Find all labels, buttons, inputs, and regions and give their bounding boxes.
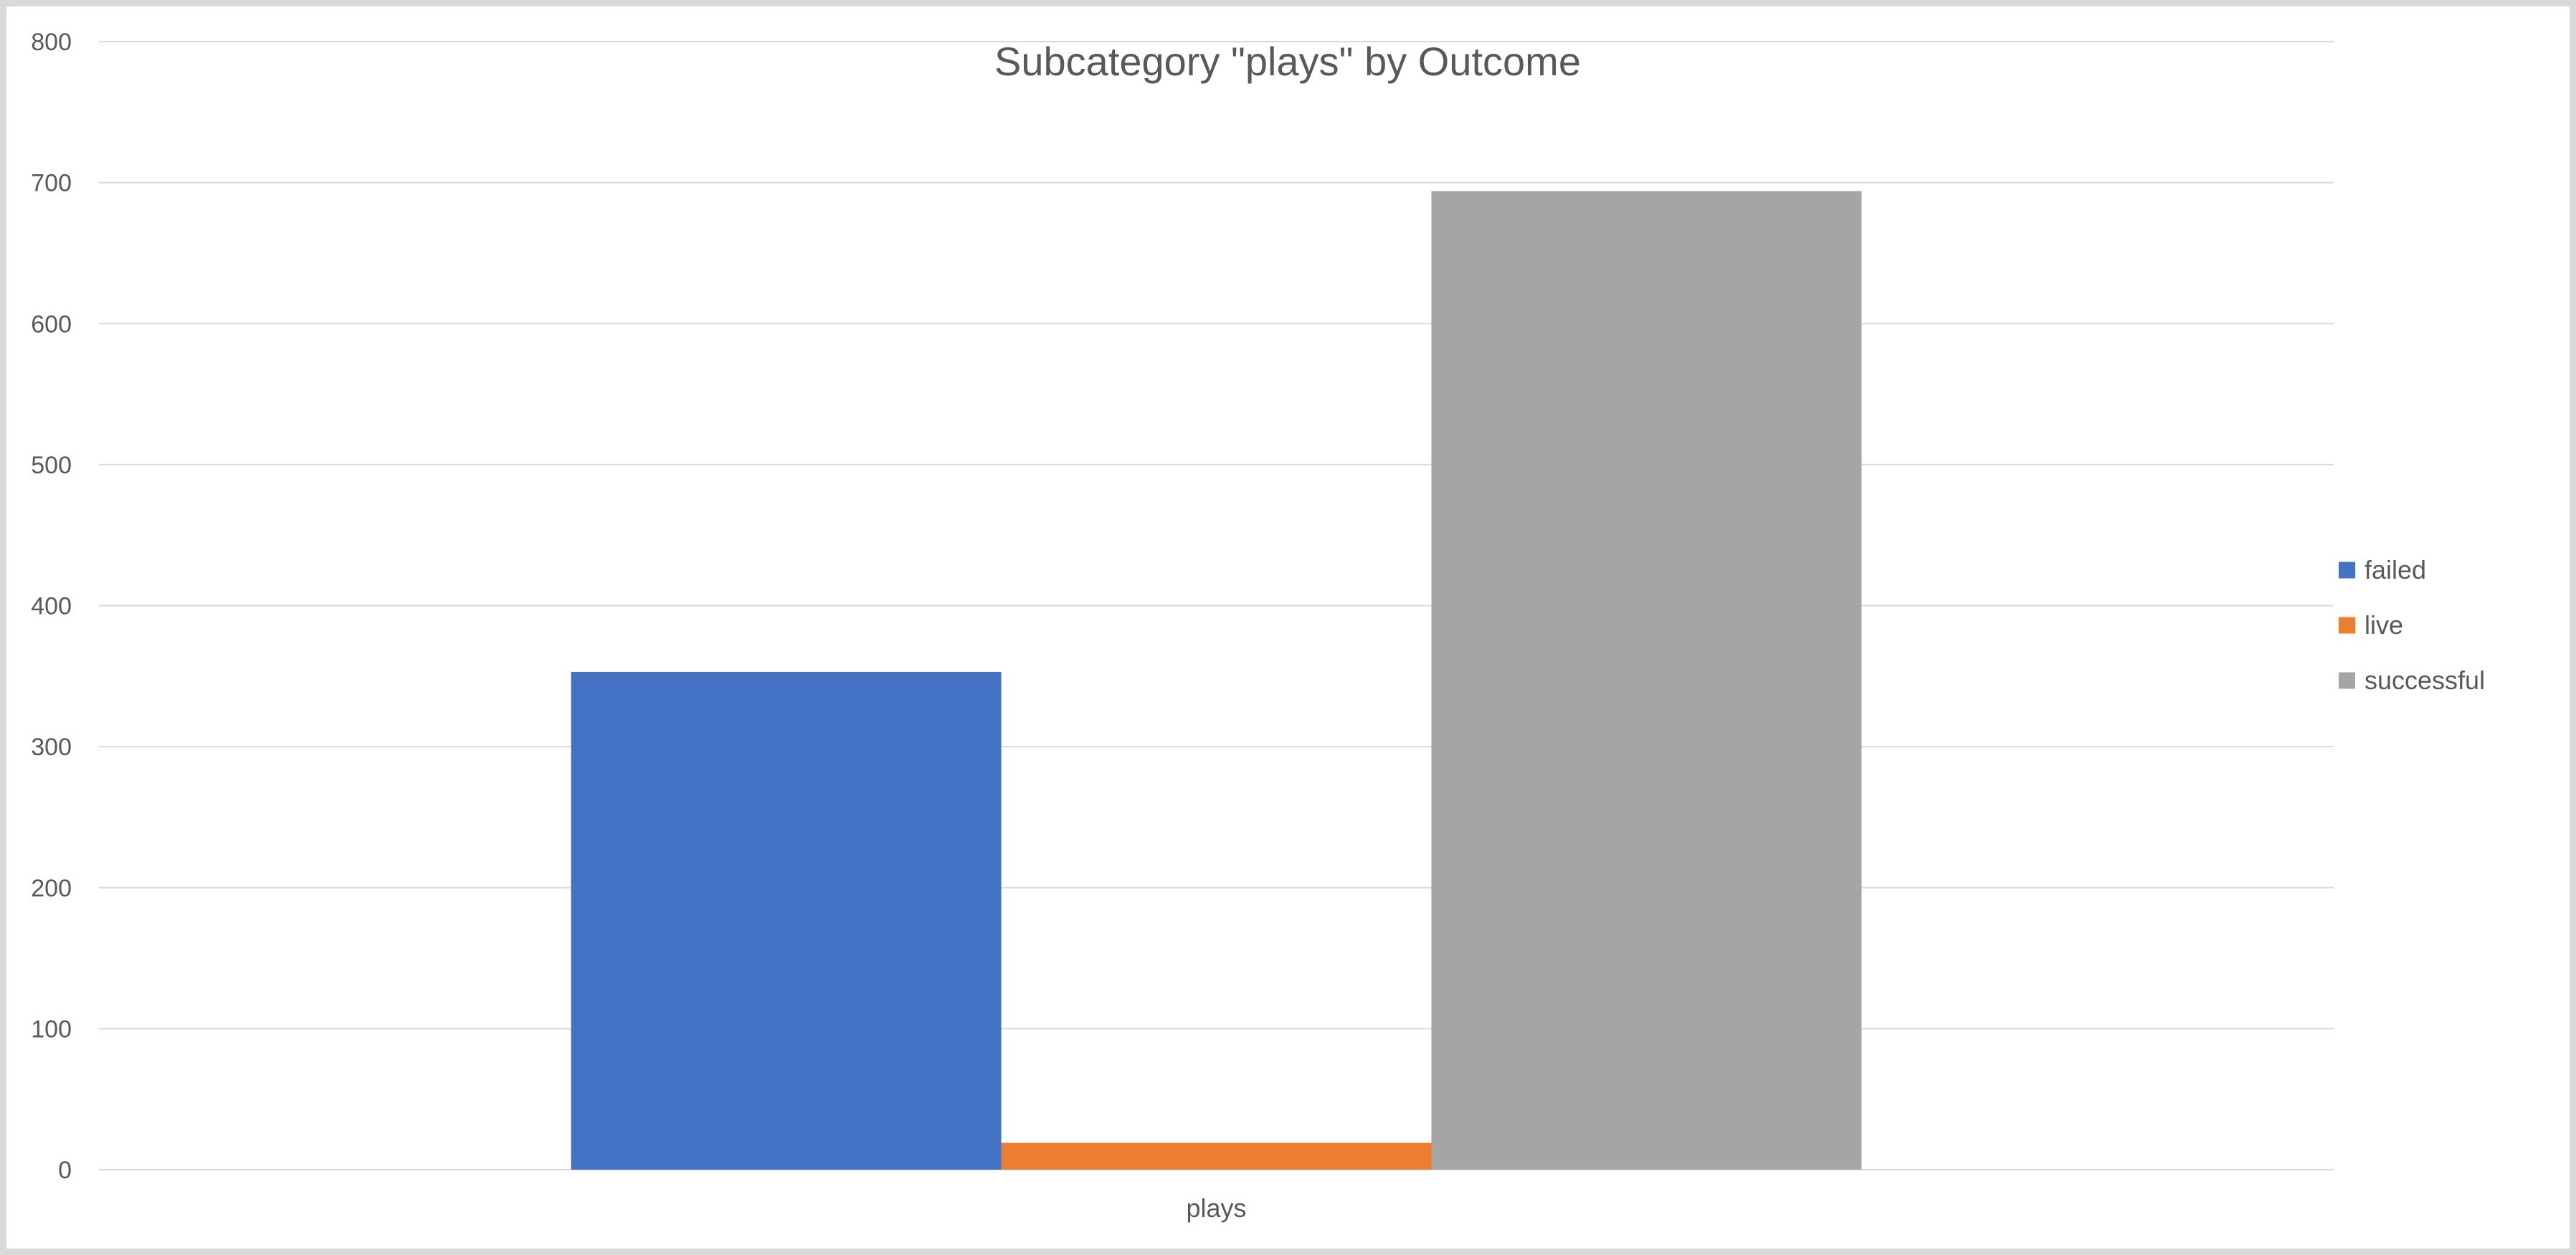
y-tick-label: 100 — [31, 1015, 72, 1043]
legend-label: successful — [2364, 666, 2485, 695]
chart-title: Subcategory "plays" by Outcome — [994, 39, 1581, 84]
bar-failed — [571, 671, 1002, 1170]
y-axis-ticks: 0 100 200 300 400 500 600 700 800 — [31, 29, 72, 1184]
legend-swatch-successful — [2339, 672, 2355, 689]
legend-label: live — [2364, 610, 2403, 640]
legend-swatch-failed — [2339, 562, 2355, 579]
gridlines — [99, 41, 2334, 1170]
legend-label: failed — [2364, 555, 2426, 584]
y-tick-label: 200 — [31, 875, 72, 902]
bar-successful — [1431, 191, 1862, 1170]
y-tick-label: 800 — [31, 29, 72, 56]
y-tick-label: 500 — [31, 452, 72, 479]
legend-swatch-live — [2339, 617, 2355, 634]
y-tick-label: 400 — [31, 593, 72, 620]
legend: failed live successful — [2339, 555, 2485, 695]
x-axis-categories: plays — [1186, 1193, 1246, 1223]
y-tick-label: 0 — [58, 1157, 72, 1184]
bar-live — [1001, 1142, 1432, 1170]
y-tick-label: 700 — [31, 170, 72, 197]
y-tick-label: 600 — [31, 311, 72, 338]
y-tick-label: 300 — [31, 734, 72, 761]
bars — [571, 191, 1862, 1170]
x-category-label: plays — [1186, 1193, 1246, 1223]
